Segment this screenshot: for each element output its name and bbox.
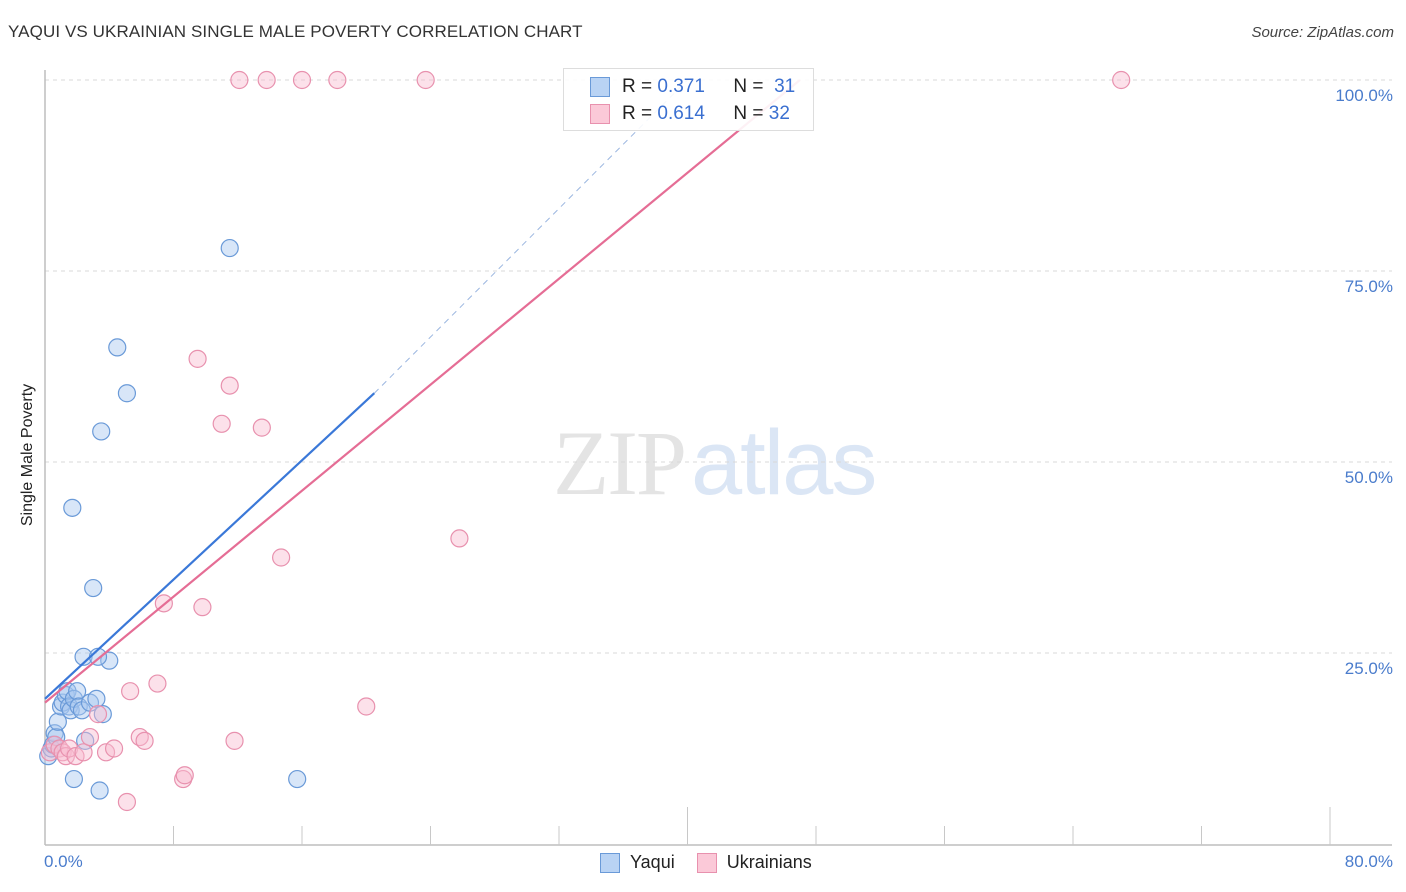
ukrainians-point (272, 548, 291, 567)
ukrainians-point (188, 349, 207, 368)
r-value: 0.371 (657, 76, 705, 97)
ukrainians-point (121, 682, 140, 701)
ukrainians-point (450, 529, 469, 548)
yaqui-point (74, 647, 93, 666)
series-legend: Yaqui Ukrainians (600, 852, 834, 873)
ukrainians-point (135, 731, 154, 750)
r-value: 0.614 (657, 103, 705, 124)
legend-row-ukrainians: R = 0.614 N = 32 (590, 103, 790, 125)
y-tick-75: 75.0% (1344, 277, 1393, 296)
ukrainians-point (225, 731, 244, 750)
ukrainians-point (193, 598, 212, 617)
ukrainians-point (59, 739, 79, 758)
watermark: ZIPatlas (553, 410, 877, 516)
chart-title: YAQUI VS UKRAINIAN SINGLE MALE POVERTY C… (8, 22, 583, 41)
yaqui-point (288, 769, 307, 789)
yaqui-trendline (44, 392, 376, 700)
ukrainians-trendline (44, 79, 801, 704)
yaqui-point (92, 422, 111, 441)
n-label: N = (733, 103, 764, 124)
yaqui-point (220, 238, 239, 258)
yaqui-point (117, 384, 137, 403)
ukrainians-swatch-icon (590, 104, 610, 124)
legend-item-yaqui[interactable]: Yaqui (600, 852, 675, 873)
y-axis-label: Single Male Poverty (19, 383, 36, 527)
ukrainians-point (1112, 70, 1131, 90)
ukrainians-swatch-icon (696, 852, 717, 873)
legend-row-yaqui: R = 0.371 N = 31 (590, 76, 795, 98)
ukrainians-point (416, 70, 435, 90)
y-tick-50: 50.0% (1344, 468, 1393, 487)
ukrainians-point (88, 705, 108, 724)
yaqui-point (90, 781, 109, 800)
ukrainians-point (257, 70, 276, 90)
yaqui-swatch-icon (590, 77, 610, 97)
ukrainians-point (104, 739, 124, 758)
yaqui-point (47, 727, 66, 747)
yaqui-trendline-extension (373, 79, 688, 394)
stats-legend: R = 0.371 N = 31 R = 0.614 N = 32 (563, 68, 814, 131)
ukrainians-point (220, 376, 239, 395)
yaqui-point (84, 578, 103, 598)
n-value: 31 (774, 76, 796, 97)
r-label: R = (622, 103, 653, 124)
ukrainians-point (292, 70, 312, 90)
yaqui-swatch-icon (600, 852, 620, 873)
yaqui-point (93, 705, 112, 724)
y-tick-25: 25.0% (1344, 659, 1393, 678)
yaqui-point (87, 689, 106, 708)
yaqui-point (68, 682, 87, 701)
yaqui-point (63, 498, 82, 517)
ukrainians-point (80, 727, 100, 747)
yaqui-point (100, 651, 119, 670)
yaqui-point (64, 769, 84, 789)
ukrainians-point (175, 766, 194, 785)
n-label: N = (733, 76, 764, 97)
ukrainians-point (117, 792, 137, 812)
ukrainians-point (74, 743, 93, 762)
legend-label-ukrainians: Ukrainians (726, 852, 812, 872)
source-label: Source: ZipAtlas.com (1251, 24, 1394, 41)
legend-label-yaqui: Yaqui (630, 852, 675, 872)
ukrainians-point (357, 697, 376, 716)
x-tick-0: 0.0% (44, 852, 83, 871)
ukrainians-point (252, 418, 271, 437)
x-tick-80: 80.0% (1344, 852, 1393, 871)
ukrainians-point (328, 70, 347, 90)
ukrainians-point (148, 674, 167, 693)
r-label: R = (622, 76, 653, 97)
watermark-atlas: atlas (691, 412, 877, 514)
n-value: 32 (768, 103, 790, 124)
watermark-zip: ZIP (553, 412, 687, 514)
ukrainians-point (212, 414, 231, 433)
y-tick-100: 100.0% (1335, 86, 1393, 105)
yaqui-point (48, 712, 67, 731)
yaqui-point (108, 338, 127, 357)
ukrainians-point (230, 70, 249, 90)
legend-item-ukrainians[interactable]: Ukrainians (696, 852, 812, 873)
